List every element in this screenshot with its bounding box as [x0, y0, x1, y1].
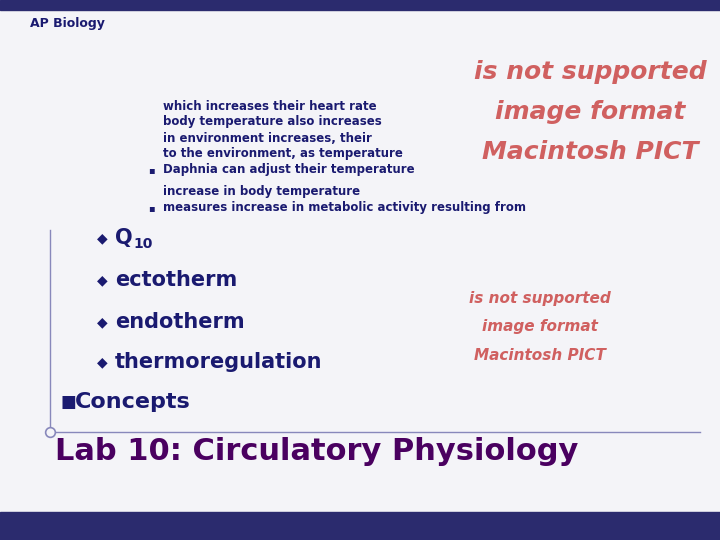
Text: body temperature also increases: body temperature also increases	[163, 116, 382, 129]
Text: ◆: ◆	[97, 231, 107, 245]
Text: image format: image format	[495, 100, 685, 124]
Text: is not supported: is not supported	[469, 292, 611, 307]
Text: ◆: ◆	[97, 355, 107, 369]
Text: ectotherm: ectotherm	[115, 270, 238, 290]
Text: ◆: ◆	[97, 315, 107, 329]
Text: ▪: ▪	[148, 203, 155, 213]
Text: Concepts: Concepts	[75, 392, 191, 412]
Text: thermoregulation: thermoregulation	[115, 352, 323, 372]
Text: ▪: ▪	[148, 165, 155, 175]
Text: endotherm: endotherm	[115, 312, 245, 332]
Bar	[0, 512, 720, 540]
Text: is not supported: is not supported	[474, 60, 706, 84]
Text: increase in body temperature: increase in body temperature	[163, 186, 360, 199]
Text: Q: Q	[115, 228, 132, 248]
Text: Macintosh PICT: Macintosh PICT	[474, 348, 606, 362]
Text: which increases their heart rate: which increases their heart rate	[163, 99, 377, 112]
Text: image format: image format	[482, 320, 598, 334]
Text: in environment increases, their: in environment increases, their	[163, 132, 372, 145]
Text: to the environment, as temperature: to the environment, as temperature	[163, 147, 403, 160]
Text: Daphnia can adjust their temperature: Daphnia can adjust their temperature	[163, 164, 415, 177]
Text: ■: ■	[61, 393, 77, 411]
Text: Macintosh PICT: Macintosh PICT	[482, 140, 698, 164]
Text: measures increase in metabolic activity resulting from: measures increase in metabolic activity …	[163, 201, 526, 214]
Text: ◆: ◆	[97, 273, 107, 287]
Text: AP Biology: AP Biology	[30, 17, 105, 30]
Text: Lab 10: Circulatory Physiology: Lab 10: Circulatory Physiology	[55, 437, 578, 467]
Text: 10: 10	[133, 237, 153, 251]
Bar	[0, 0, 720, 10]
